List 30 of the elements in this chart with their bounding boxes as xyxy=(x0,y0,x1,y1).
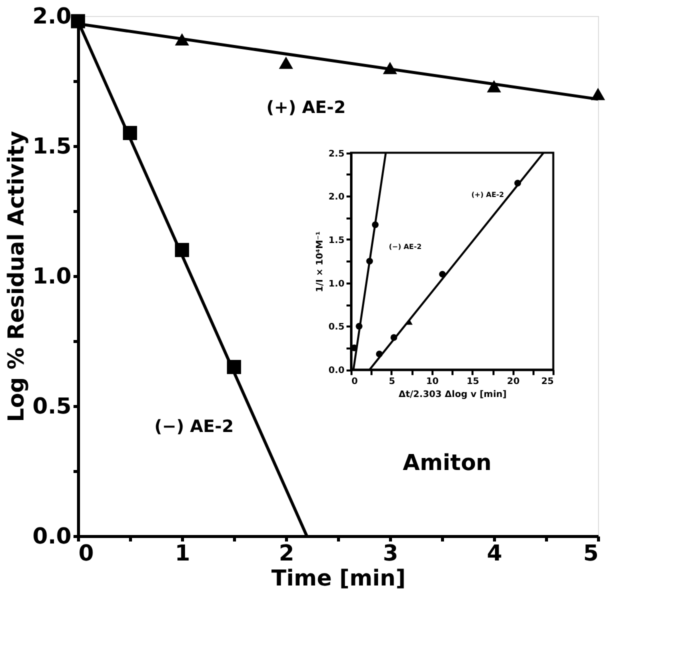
x-tick-label: 25 xyxy=(541,377,554,388)
y-tick-label: 0.5 xyxy=(328,322,344,333)
y-tick-label: 1.0 xyxy=(32,264,72,290)
annotation: Amiton xyxy=(402,451,492,476)
y-tick-label: 1.5 xyxy=(32,134,72,160)
y-tick-label: 0.0 xyxy=(328,366,344,376)
x-tick-label: 5 xyxy=(583,542,598,566)
x-axis-title: Time [min] xyxy=(271,566,406,592)
text: (−) AE-2 xyxy=(154,417,234,437)
x-axis-title: Δt/2.303 Δlog v [min] xyxy=(398,390,507,400)
x-tick-label: 5 xyxy=(388,377,396,388)
y-tick-label: 1.0 xyxy=(328,279,344,290)
y-axis-title: Log % Residual Activity xyxy=(4,130,30,422)
y-axis-title: 1/I × 10⁴M⁻¹ xyxy=(316,231,326,292)
x-tick-label: 20 xyxy=(507,377,520,388)
x-tick-label: 2 xyxy=(278,542,294,566)
y-tick-label: 0.5 xyxy=(32,394,72,420)
x-tick-label: 1 xyxy=(174,542,190,566)
y-tick-label: 0.0 xyxy=(32,524,72,550)
series-label: (+) AE-2 xyxy=(266,98,346,118)
x-tick-label: 3 xyxy=(382,542,398,566)
x-tick-label: 10 xyxy=(426,377,439,388)
y-tick-label: 2.5 xyxy=(328,149,344,160)
y-tick-label: 1.5 xyxy=(328,236,344,246)
y-tick-label: 2.0 xyxy=(32,4,72,30)
x-tick-label: 4 xyxy=(486,542,502,566)
x-tick-label: 0 xyxy=(352,377,358,388)
y-tick-label: 2.0 xyxy=(328,192,344,203)
x-tick-label: 0 xyxy=(78,542,94,566)
x-tick-label: 15 xyxy=(466,377,480,388)
